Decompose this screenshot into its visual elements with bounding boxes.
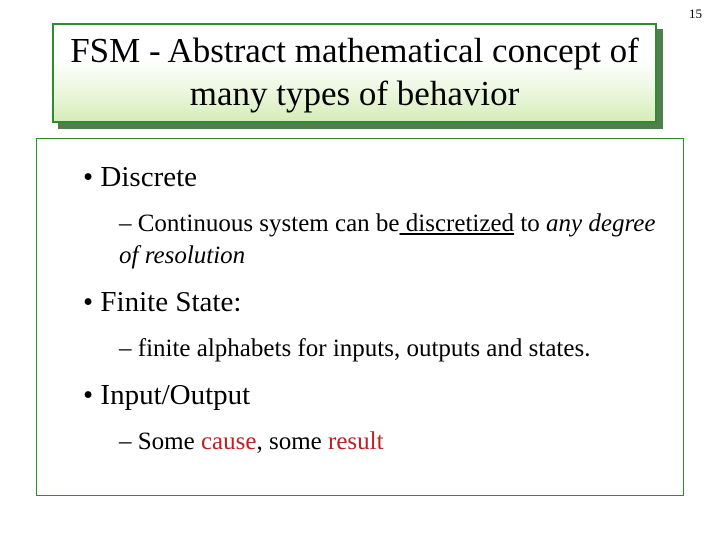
text-run: Finite State: [100, 286, 241, 318]
text-run: to [514, 210, 546, 237]
bullet-level1: Input/Output [61, 379, 659, 412]
content-box: Discrete Continuous system can be discret… [36, 138, 684, 496]
text-run: , some [256, 428, 328, 455]
slide-title: FSM - Abstract mathematical concept of m… [54, 30, 655, 115]
text-run: finite alphabets for inputs, outputs and… [138, 335, 591, 362]
title-box: FSM - Abstract mathematical concept of m… [52, 23, 657, 123]
text-run: Some [138, 428, 201, 455]
text-run: Continuous system can be [138, 210, 400, 237]
text-run: Input/Output [100, 379, 250, 411]
bullet-level2: Some cause, some result [61, 426, 659, 458]
text-run: result [328, 428, 384, 455]
bullet-level2: finite alphabets for inputs, outputs and… [61, 333, 659, 365]
text-run: cause [201, 428, 257, 455]
page-number: 15 [689, 6, 702, 22]
text-run: discretized [400, 210, 515, 237]
bullet-level2: Continuous system can be discretized to … [61, 208, 659, 272]
bullet-level1: Discrete [61, 161, 659, 194]
bullet-level1: Finite State: [61, 286, 659, 319]
text-run: Discrete [100, 161, 197, 193]
